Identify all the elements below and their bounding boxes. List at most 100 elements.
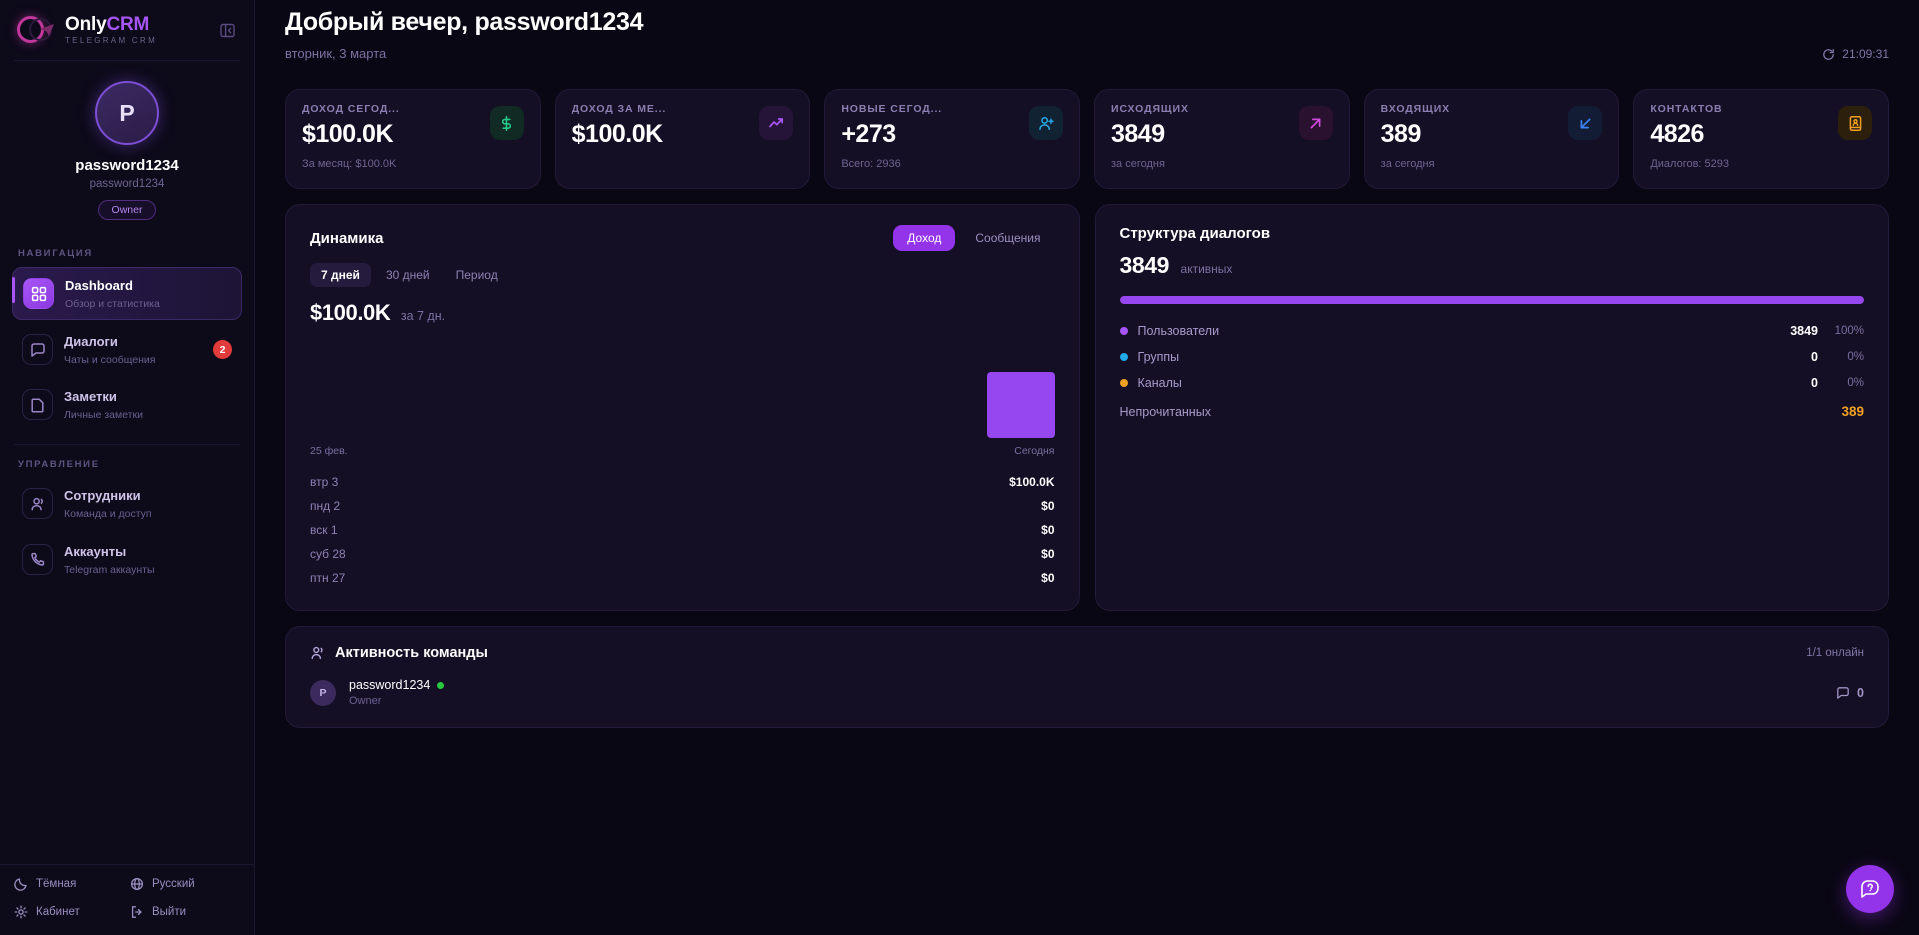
chart-bar-today[interactable] [986, 372, 1055, 438]
stat-value: 4826 [1650, 120, 1704, 148]
header-texts: Добрый вечер, password1234 вторник, 3 ма… [285, 8, 643, 61]
brand-name-primary: Only [65, 14, 107, 35]
tab-period[interactable]: Период [455, 268, 498, 282]
help-chat-icon [1861, 880, 1879, 898]
sidebar-item-title: Сотрудники [64, 488, 141, 504]
users-icon [22, 488, 53, 520]
legend-percent: 0% [1847, 377, 1864, 389]
theme-toggle[interactable]: Тёмная [14, 877, 124, 891]
list-item[interactable]: P password1234 Owner 0 [310, 678, 1864, 707]
tab-30-days[interactable]: 30 дней [385, 268, 430, 282]
legend-percent: 100% [1834, 325, 1864, 337]
help-chat-button[interactable] [1846, 865, 1894, 913]
sidebar-item-text: Аккаунты Telegram аккаунты [64, 542, 232, 577]
stat-sub: Всего: 2936 [841, 158, 901, 170]
stat-card-revenue-month[interactable]: ДОХОД ЗА МЕ... $100.0K [554, 89, 811, 189]
clock-indicator[interactable]: 21:09:31 [1822, 47, 1889, 61]
main-content: Добрый вечер, password1234 вторник, 3 ма… [255, 0, 1919, 935]
dynamics-range-tabs: 7 дней 30 дней Период [310, 263, 1055, 287]
role-badge: Owner [97, 200, 157, 220]
list-item: Группы 0 0% [1119, 344, 1864, 370]
theme-label: Тёмная [36, 878, 77, 890]
day-label: суб 28 [310, 547, 346, 561]
list-item: Каналы 0 0% [1119, 370, 1864, 396]
list-item: втр 3 $100.0K [310, 470, 1055, 494]
trend-up-icon [759, 106, 794, 140]
sidebar-item-dialogs[interactable]: Диалоги Чаты и сообщения 2 [12, 324, 242, 375]
stat-card-revenue-today[interactable]: ДОХОД СЕГОД... $100.0K За месяц: $100.0K [285, 89, 541, 189]
language-switch[interactable]: Русский [130, 877, 240, 891]
progress-fill-users [1119, 296, 1864, 304]
legend-percent: 0% [1847, 351, 1864, 363]
sidebar-item-desc: Команда и доступ [64, 508, 152, 521]
tab-7-days[interactable]: 7 дней [310, 263, 371, 287]
stat-value: 3849 [1111, 120, 1165, 148]
moon-icon [14, 878, 27, 891]
stat-card-contacts[interactable]: КОНТАКТОВ 4826 Диалогов: 5293 [1633, 89, 1889, 189]
team-online-count: 1/1 онлайн [1806, 647, 1864, 659]
sidebar-item-text: Dashboard Обзор и статистика [65, 276, 231, 311]
legend-dot-groups [1119, 353, 1128, 361]
grid-icon [23, 278, 54, 310]
cabinet-link[interactable]: Кабинет [14, 905, 124, 919]
phone-icon [22, 543, 53, 575]
list-item: суб 28 $0 [310, 542, 1055, 566]
sidebar-header: OnlyCRM TELEGRAM CRM [0, 0, 254, 60]
clock-time: 21:09:31 [1842, 47, 1889, 61]
nav-section-management: УПРАВЛЕНИЕ Сотрудники Команда и доступ А… [0, 445, 254, 588]
unread-row: Непрочитанных 389 [1120, 396, 1865, 419]
day-value: $0 [1041, 547, 1055, 561]
toggle-messages[interactable]: Сообщения [975, 231, 1041, 245]
stat-title: ДОХОД ЗА МЕ... [571, 103, 667, 115]
structure-total-label: активных [1180, 262, 1233, 276]
sidebar-item-employees[interactable]: Сотрудники Команда и доступ [12, 478, 242, 529]
panel-dialog-structure: Структура диалогов 3849 активных Пользов… [1094, 204, 1889, 611]
member-role: Owner [349, 695, 382, 707]
panel-team-activity: Активность команды 1/1 онлайн P password… [285, 626, 1889, 728]
sidebar-item-notes[interactable]: Заметки Личные заметки [12, 379, 242, 430]
dynamics-period-note: за 7 дн. [400, 309, 446, 323]
page-header: Добрый вечер, password1234 вторник, 3 ма… [285, 0, 1889, 61]
legend-dot-users [1119, 327, 1128, 335]
nav-section-navigation: НАВИГАЦИЯ Dashboard Обзор и статистика Д… [0, 234, 254, 434]
structure-legend: Пользователи 3849 100% Группы 0 0% Канал… [1119, 318, 1865, 419]
axis-label-end: Сегодня [1014, 445, 1055, 457]
legend-dot-channels [1119, 379, 1128, 387]
stat-value: 389 [1380, 120, 1422, 148]
nav-section-label-management: УПРАВЛЕНИЕ [18, 459, 100, 471]
sidebar-item-dashboard[interactable]: Dashboard Обзор и статистика [12, 267, 242, 321]
structure-total: 3849 активных [1120, 252, 1865, 279]
panel-title-team: Активность команды [335, 645, 488, 661]
list-item: вск 1 $0 [310, 518, 1055, 542]
day-value: $0 [1041, 499, 1055, 513]
stat-card-outgoing[interactable]: ИСХОДЯЩИХ 3849 за сегодня [1094, 89, 1350, 189]
stat-card-new-today[interactable]: НОВЫЕ СЕГОД... +273 Всего: 2936 [824, 89, 1080, 189]
online-status-dot [437, 681, 445, 689]
sidebar-collapse-icon[interactable] [214, 17, 240, 43]
chart-axis-labels: 25 фев. Сегодня [310, 445, 1055, 457]
dynamics-day-rows: втр 3 $100.0K пнд 2 $0 вск 1 $0 суб 28 $… [310, 470, 1055, 590]
stat-value: $100.0K [302, 120, 394, 148]
stat-card-incoming[interactable]: ВХОДЯЩИХ 389 за сегодня [1363, 89, 1620, 189]
legend-value: 0 [1811, 376, 1818, 390]
day-label: птн 27 [310, 571, 346, 585]
stat-value: $100.0K [571, 120, 664, 148]
structure-total-value: 3849 [1119, 252, 1170, 278]
sidebar-item-title: Аккаунты [64, 543, 127, 559]
logout-button[interactable]: Выйти [130, 905, 240, 919]
sidebar-item-text: Сотрудники Команда и доступ [64, 486, 232, 521]
stat-title: ДОХОД СЕГОД... [302, 103, 400, 115]
arrow-down-left-icon [1568, 106, 1603, 140]
page-date: вторник, 3 марта [285, 46, 387, 61]
sidebar-divider-top [14, 60, 240, 61]
unread-label: Непрочитанных [1119, 404, 1211, 419]
sidebar-item-desc: Личные заметки [64, 409, 143, 422]
document-icon [22, 389, 53, 421]
sidebar-item-desc: Чаты и сообщения [64, 354, 156, 367]
toggle-revenue[interactable]: Доход [893, 225, 956, 251]
sidebar: OnlyCRM TELEGRAM CRM P password1234 pass… [0, 0, 255, 935]
dynamics-total: $100.0K за 7 дн. [310, 300, 1055, 326]
globe-icon [130, 877, 144, 891]
user-plus-icon [1029, 106, 1063, 140]
sidebar-item-accounts[interactable]: Аккаунты Telegram аккаунты [12, 534, 242, 585]
